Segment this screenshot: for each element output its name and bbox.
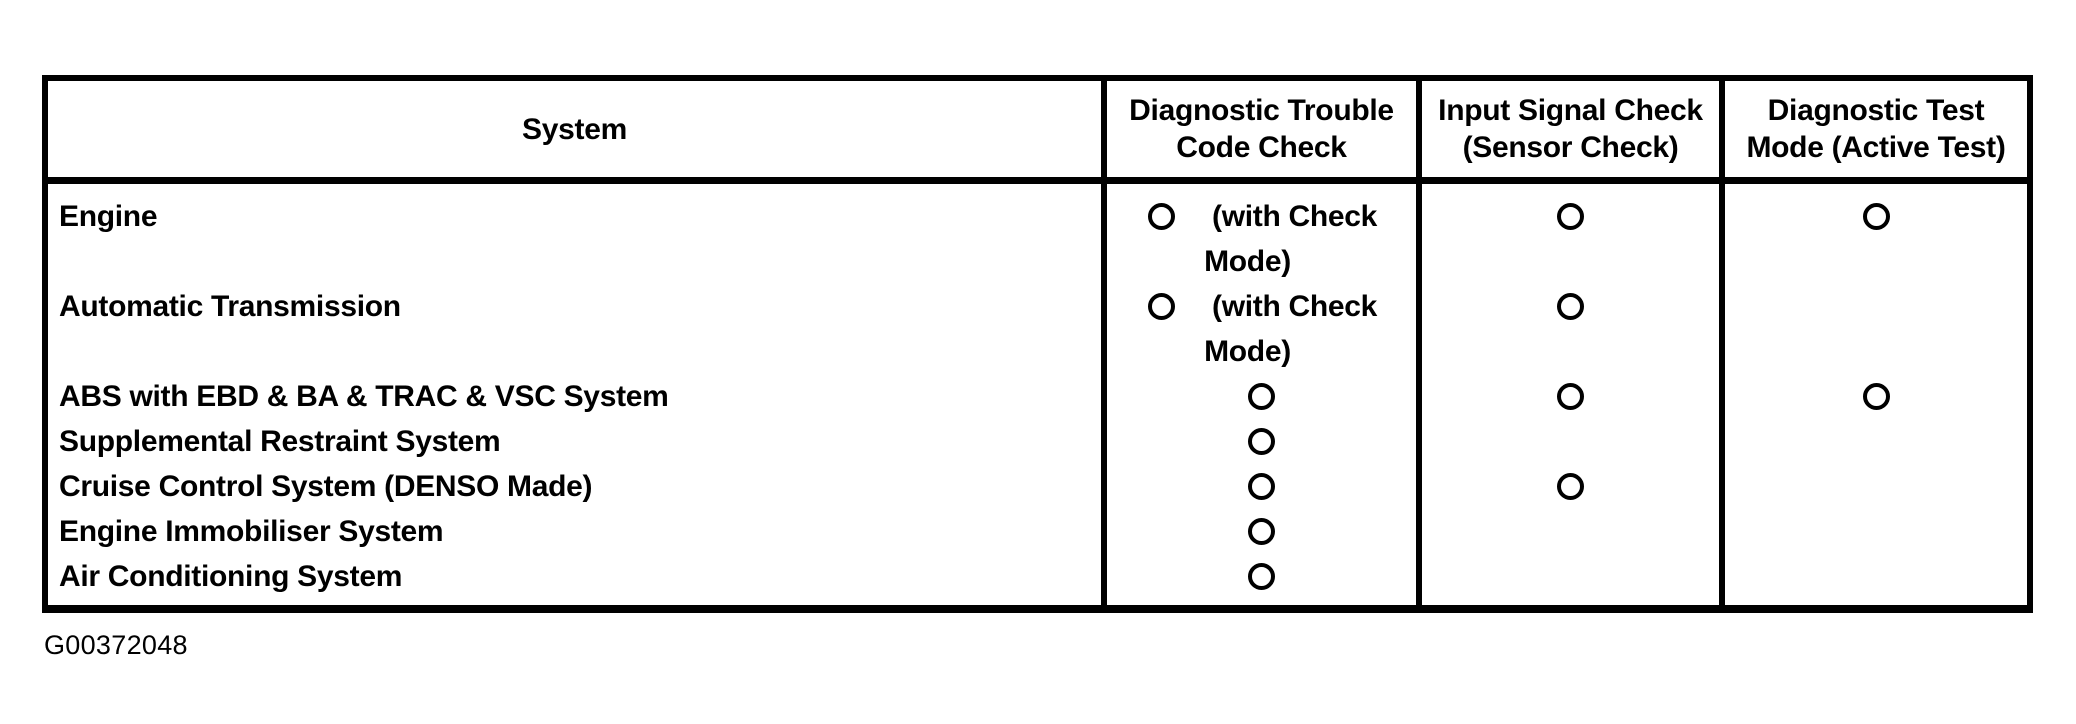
test-cell-supplemental-restraint <box>1725 419 2027 464</box>
spacer-row <box>1422 329 1719 374</box>
figure-id-label: G00372048 <box>44 630 188 660</box>
header-cell-dtc-check: Diagnostic Trouble Code Check <box>1101 81 1416 177</box>
circle-mark-icon <box>1862 203 1890 230</box>
circle-mark-icon <box>1148 203 1175 230</box>
input-cell-air-conditioning <box>1422 554 1719 599</box>
system-label: ABS with EBD & BA & TRAC & VSC System <box>59 379 669 413</box>
with-check-mode-note: (with Check <box>1212 289 1378 323</box>
header-dtc-line1: Diagnostic Trouble <box>1129 94 1394 127</box>
input-cell-automatic-transmission <box>1422 284 1719 329</box>
dtc-cell-automatic-transmission: (with Check <box>1107 284 1416 329</box>
circle-mark-icon <box>1557 293 1584 320</box>
dtc-cell-supplemental-restraint <box>1107 419 1416 464</box>
system-label: Air Conditioning System <box>59 559 403 593</box>
circle-mark-icon <box>1248 473 1275 500</box>
system-row-automatic-transmission: Automatic Transmission <box>48 284 1101 329</box>
circle-mark-icon <box>1148 293 1175 320</box>
column-input-signal-check <box>1416 184 1719 605</box>
system-label: Engine <box>59 199 158 233</box>
header-input-line1: Input Signal Check <box>1438 94 1703 127</box>
system-label: Engine Immobiliser System <box>59 514 444 548</box>
spacer-row <box>1422 239 1719 284</box>
system-row-engine-immobiliser: Engine Immobiliser System <box>48 509 1101 554</box>
dtc-cell-cruise-control <box>1107 464 1416 509</box>
table-header-row: System Diagnostic Trouble Code Check Inp… <box>48 81 2027 184</box>
spacer-row <box>1725 329 2027 374</box>
system-row-abs: ABS with EBD & BA & TRAC & VSC System <box>48 374 1101 419</box>
test-cell-cruise-control <box>1725 464 2027 509</box>
column-diagnostic-test-mode <box>1719 184 2027 605</box>
header-test-line2: Mode (Active Test) <box>1746 131 2006 164</box>
circle-mark-icon <box>1248 563 1275 590</box>
input-cell-supplemental-restraint <box>1422 419 1719 464</box>
input-cell-engine-immobiliser <box>1422 509 1719 554</box>
dtc-cell-engine-note2: Mode) <box>1107 239 1416 284</box>
spacer-row <box>1725 239 2027 284</box>
dtc-cell-automatic-transmission-note2: Mode) <box>1107 329 1416 374</box>
input-cell-engine <box>1422 194 1719 239</box>
test-cell-engine <box>1725 194 2027 239</box>
column-dtc-check: (with Check Mode) (with Check Mode) <box>1101 184 1416 605</box>
dtc-cell-abs <box>1107 374 1416 419</box>
system-row-cruise-control: Cruise Control System (DENSO Made) <box>48 464 1101 509</box>
diagnostic-capability-table: System Diagnostic Trouble Code Check Inp… <box>42 75 2033 613</box>
table-body: Engine Automatic Transmission ABS with E… <box>48 184 2027 605</box>
circle-mark-icon <box>1862 383 1890 410</box>
system-label: Supplemental Restraint System <box>59 424 501 458</box>
header-cell-input-signal-check: Input Signal Check (Sensor Check) <box>1416 81 1719 177</box>
circle-mark-icon <box>1557 383 1584 410</box>
spacer-row <box>48 329 1101 374</box>
circle-mark-icon <box>1248 518 1275 545</box>
with-check-mode-note: (with Check <box>1212 199 1378 233</box>
circle-mark-icon <box>1248 428 1275 455</box>
input-cell-abs <box>1422 374 1719 419</box>
circle-mark-icon <box>1557 473 1584 500</box>
dtc-cell-engine: (with Check <box>1107 194 1416 239</box>
header-test-line1: Diagnostic Test <box>1767 94 1985 127</box>
spacer-row <box>48 239 1101 284</box>
header-dtc-line2: Code Check <box>1176 131 1347 164</box>
test-cell-automatic-transmission <box>1725 284 2027 329</box>
circle-mark-icon <box>1248 383 1275 410</box>
system-label: Cruise Control System (DENSO Made) <box>59 469 593 503</box>
system-label: Automatic Transmission <box>59 289 401 323</box>
dtc-cell-engine-immobiliser <box>1107 509 1416 554</box>
circle-mark-icon <box>1557 203 1584 230</box>
header-input-line2: (Sensor Check) <box>1462 131 1679 164</box>
with-check-mode-note: Mode) <box>1204 244 1291 278</box>
input-cell-cruise-control <box>1422 464 1719 509</box>
system-row-air-conditioning: Air Conditioning System <box>48 554 1101 599</box>
header-system-label: System <box>522 112 627 146</box>
header-cell-diagnostic-test-mode: Diagnostic Test Mode (Active Test) <box>1719 81 2027 177</box>
system-row-engine: Engine <box>48 194 1101 239</box>
test-cell-air-conditioning <box>1725 554 2027 599</box>
header-cell-system: System <box>48 81 1101 177</box>
column-system: Engine Automatic Transmission ABS with E… <box>48 184 1101 605</box>
test-cell-engine-immobiliser <box>1725 509 2027 554</box>
with-check-mode-note: Mode) <box>1204 334 1291 368</box>
test-cell-abs <box>1725 374 2027 419</box>
dtc-cell-air-conditioning <box>1107 554 1416 599</box>
system-row-supplemental-restraint: Supplemental Restraint System <box>48 419 1101 464</box>
